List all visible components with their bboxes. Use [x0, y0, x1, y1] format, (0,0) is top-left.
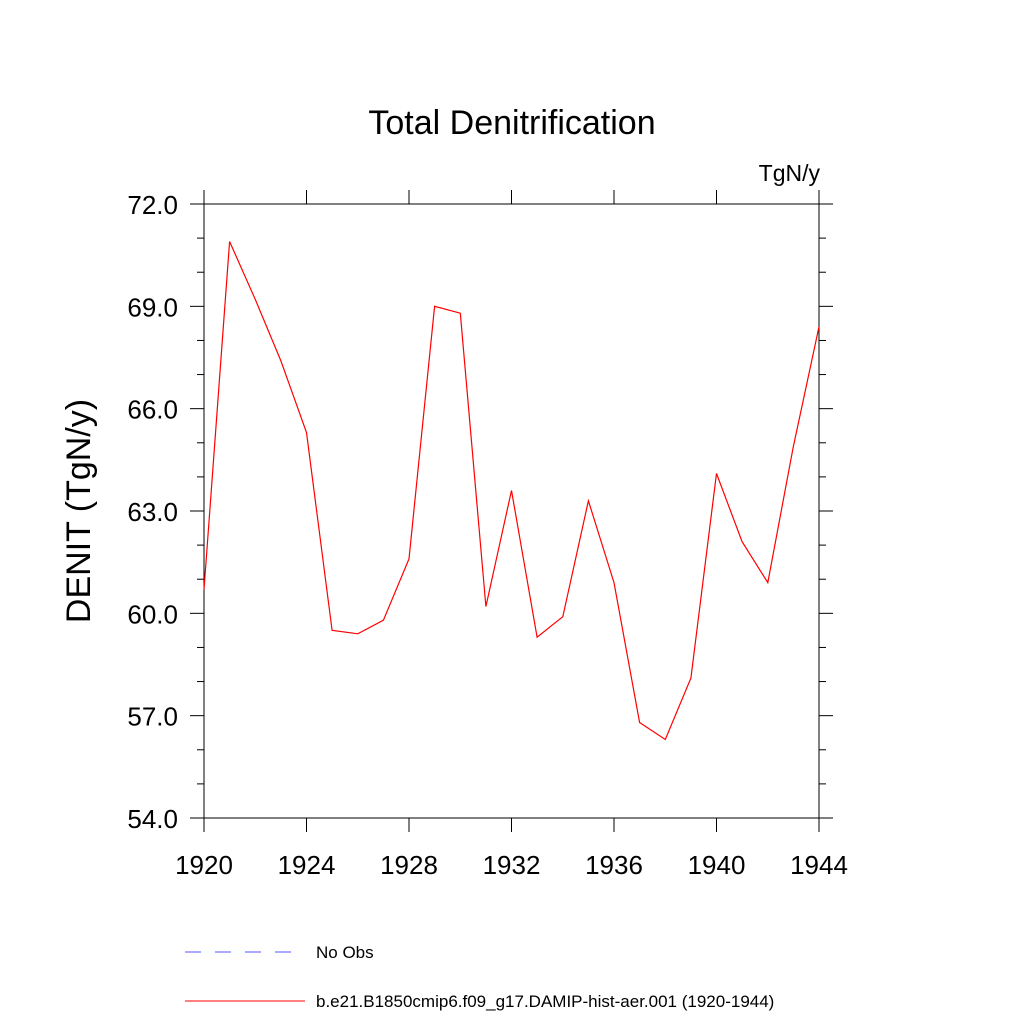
x-tick-label: 1944: [790, 850, 848, 880]
y-tick-label: 57.0: [127, 702, 178, 732]
legend-label-series: b.e21.B1850cmip6.f09_g17.DAMIP-hist-aer.…: [316, 992, 774, 1011]
y-tick-label: 63.0: [127, 497, 178, 527]
units-label: TgN/y: [759, 160, 821, 186]
series-layer: [203, 241, 820, 741]
y-tick-label: 69.0: [127, 292, 178, 322]
x-tick-labels: 1920 1924 1928 1932 1936 1940 1944: [175, 850, 848, 880]
legend: No Obs b.e21.B1850cmip6.f09_g17.DAMIP-hi…: [185, 943, 774, 1011]
plot-frame: [203, 203, 820, 819]
x-tick-label: 1940: [688, 850, 746, 880]
y-tick-label: 66.0: [127, 395, 178, 425]
y-axis-label: DENIT (TgN/y): [60, 399, 98, 623]
x-tick-label: 1928: [380, 850, 438, 880]
series-line: [203, 241, 820, 741]
chart-title: Total Denitrification: [368, 104, 655, 142]
x-tick-label: 1932: [483, 850, 541, 880]
y-tick-label: 60.0: [127, 599, 178, 629]
x-tick-label: 1920: [175, 850, 233, 880]
x-tick-label: 1924: [278, 850, 336, 880]
y-tick-label: 54.0: [127, 804, 178, 834]
x-tick-label: 1936: [585, 850, 643, 880]
y-tick-labels: 54.0 57.0 60.0 63.0 66.0 69.0 72.0: [127, 190, 178, 834]
y-tick-label: 72.0: [127, 190, 178, 220]
legend-label-no-obs: No Obs: [316, 943, 374, 962]
axis-ticks: [190, 190, 833, 832]
